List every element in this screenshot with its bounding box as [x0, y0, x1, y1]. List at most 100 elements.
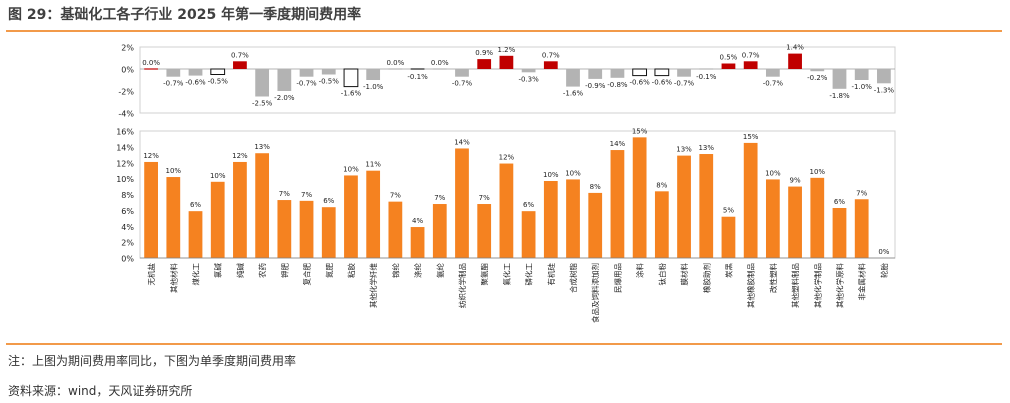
top-data-label: 0.7% [542, 51, 560, 59]
bottom-y-tick-label: 6% [121, 207, 134, 216]
x-category-label: 聚氨酯 [479, 263, 489, 286]
bottom-data-label: 4% [412, 217, 423, 225]
bottom-bar [410, 227, 425, 258]
bottom-bar [721, 216, 736, 258]
top-bar [166, 69, 181, 77]
bottom-data-label: 9% [790, 177, 801, 185]
top-data-label: -0.2% [807, 74, 828, 82]
top-bar [788, 53, 802, 69]
top-bar [233, 61, 247, 69]
chart-area: 2%0%-2%-4%0.0%-0.7% -0.6% -0.5%0.7%-2.5%-2… [116, 44, 896, 323]
top-bar [277, 69, 292, 91]
bottom-data-label: 5% [723, 207, 734, 215]
top-data-label: -0.7% [163, 80, 184, 88]
bottom-data-label: 6% [523, 201, 534, 209]
x-category-label: 纯碱 [235, 263, 245, 278]
top-bar [455, 69, 469, 77]
x-category-label: 氨纶 [435, 263, 445, 278]
bottom-bar [210, 181, 225, 258]
top-bar [854, 69, 869, 80]
bottom-data-label: 13% [676, 146, 692, 154]
bottom-data-label: 12% [232, 152, 248, 160]
bottom-y-tick-label: 8% [121, 191, 134, 200]
bottom-bar [388, 201, 403, 258]
bottom-bar [765, 179, 780, 258]
top-y-tick-label: -4% [118, 110, 134, 119]
bottom-data-label: 7% [390, 192, 401, 200]
bottom-bar [743, 142, 758, 258]
bottom-bar [499, 163, 514, 258]
top-bar [810, 69, 825, 72]
bottom-bar [632, 137, 647, 258]
bottom-bar [521, 211, 536, 258]
top-bar [388, 68, 403, 70]
bottom-data-label: 12% [143, 152, 159, 160]
x-category-label: 食品及饲料添加剂 [590, 263, 600, 323]
top-y-tick-label: -2% [118, 88, 134, 97]
top-data-label: 0.9% [475, 49, 493, 57]
top-data-label: -0.8% [607, 81, 628, 89]
bottom-bar [566, 179, 580, 258]
x-category-label: 钾肥 [280, 263, 289, 278]
bottom-bar [144, 161, 158, 258]
top-bar [588, 69, 603, 79]
top-bar [566, 69, 580, 87]
x-category-label: 轮胎 [879, 263, 889, 278]
bottom-y-tick-label: 16% [116, 128, 134, 137]
bottom-bar [654, 191, 669, 258]
bottom-bar [788, 186, 802, 258]
bottom-y-tick-label: 4% [121, 223, 134, 232]
x-category-label: 民爆用品 [612, 263, 622, 293]
bottom-bar [832, 207, 847, 258]
top-bar [343, 68, 359, 88]
bottom-data-label: 10% [565, 169, 581, 177]
bottom-bar [455, 148, 469, 258]
top-bar [610, 69, 625, 78]
top-data-label: -0.7% [674, 80, 695, 88]
bottom-bar [699, 154, 714, 258]
bottom-bar [233, 161, 247, 258]
top-bar [877, 69, 891, 84]
x-category-label: 炭黑 [724, 263, 733, 278]
top-bar [299, 69, 314, 77]
bottom-bar [854, 199, 869, 258]
top-y-tick-label: 2% [121, 44, 134, 53]
top-data-label: -0.6% [629, 79, 650, 87]
top-data-label: -0.5% [208, 78, 229, 86]
x-category-label: 有机硅 [546, 263, 556, 286]
bottom-data-label: 10% [765, 169, 781, 177]
x-category-label: 其他材料 [168, 263, 178, 293]
top-bar [521, 69, 536, 73]
x-category-label: 氟化工 [501, 263, 511, 286]
top-data-label: -0.1% [696, 73, 717, 81]
top-bar [721, 63, 736, 69]
x-category-label: 煤化工 [191, 263, 201, 286]
x-category-label: 非金属材料 [857, 263, 867, 301]
bottom-data-label: 10% [809, 168, 825, 176]
top-data-label: -1.6% [563, 90, 584, 98]
top-data-label: -0.3% [518, 75, 539, 83]
top-data-label: -0.1% [407, 73, 428, 81]
bottom-data-label: 7% [434, 194, 445, 202]
bottom-data-label: 15% [632, 127, 648, 135]
top-bar [654, 68, 670, 77]
top-data-label: -1.0% [363, 83, 384, 91]
bottom-y-tick-label: 14% [116, 143, 134, 152]
bottom-bar [610, 150, 625, 258]
top-data-label: -2.5% [252, 100, 273, 108]
x-category-label: 涂料 [635, 263, 645, 278]
top-bar [321, 69, 336, 75]
bottom-data-label: 14% [454, 138, 470, 146]
top-bar [366, 69, 381, 80]
top-bar [632, 68, 648, 77]
top-data-label: 1.4% [786, 44, 804, 52]
bottom-data-label: 13% [698, 144, 714, 152]
x-category-label: 橡胶助剂 [701, 263, 711, 293]
x-category-label: 其他化学制品 [812, 263, 822, 308]
bottom-data-label: 13% [254, 143, 270, 151]
top-bar [188, 69, 203, 76]
top-data-label: -1.8% [829, 92, 850, 100]
top-bar [210, 68, 226, 75]
bottom-data-label: 10% [210, 172, 226, 180]
top-bar [255, 69, 270, 97]
